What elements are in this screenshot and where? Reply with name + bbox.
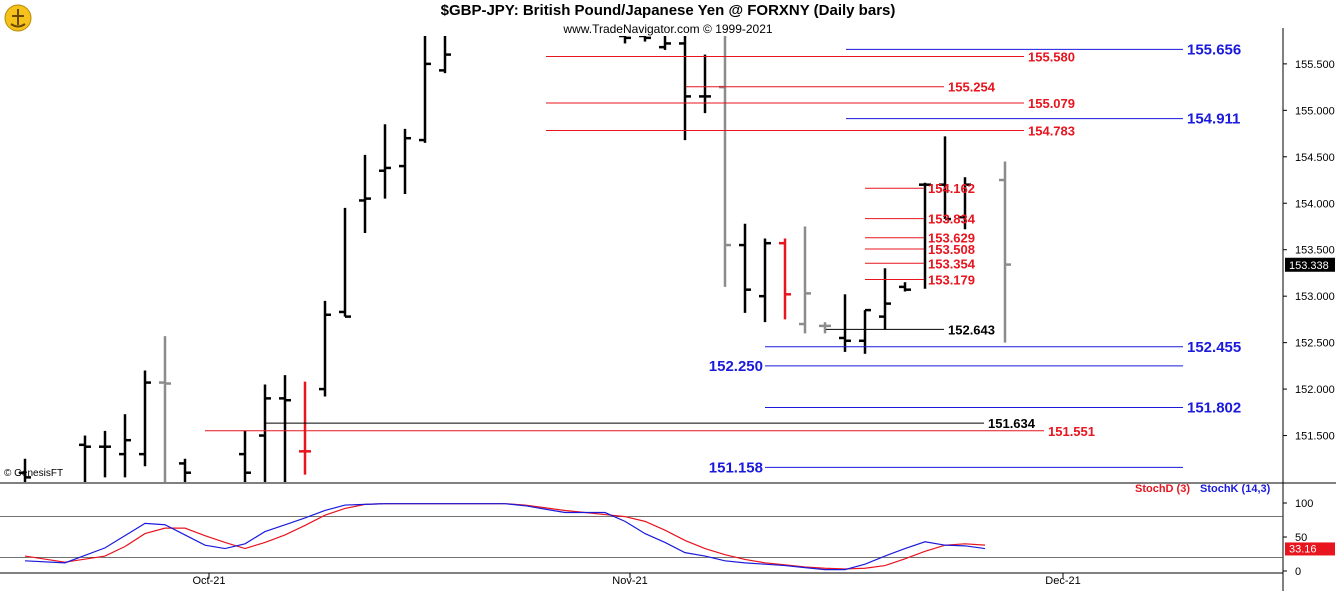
level-label: 154.162 xyxy=(928,181,975,196)
level-label: 151.551 xyxy=(1048,424,1095,439)
level-label: 155.079 xyxy=(1028,96,1075,111)
stochk-legend: StochK (14,3) xyxy=(1200,483,1271,495)
last-price-badge xyxy=(1285,257,1335,272)
y-tick-label: 154.000 xyxy=(1295,198,1335,210)
level-label: 151.634 xyxy=(988,416,1036,431)
stoch-y-tick-label: 50 xyxy=(1295,532,1307,544)
y-tick-label: 153.500 xyxy=(1295,245,1335,257)
y-tick-label: 154.500 xyxy=(1295,152,1335,164)
level-label: 154.911 xyxy=(1187,111,1240,128)
level-label: 153.629 xyxy=(928,231,975,246)
stochd-line xyxy=(24,503,986,570)
last-price-label: 153.338 xyxy=(1289,260,1329,272)
y-tick-label: 155.000 xyxy=(1295,105,1335,117)
y-tick-label: 153.000 xyxy=(1295,291,1335,303)
level-label: 153.179 xyxy=(928,273,975,288)
level-label: 153.508 xyxy=(928,242,975,257)
stoch-y-tick-label: 100 xyxy=(1295,498,1313,510)
x-tick-label: Oct-21 xyxy=(192,575,225,587)
level-label: 152.250 xyxy=(709,358,763,375)
y-tick-label: 152.000 xyxy=(1295,384,1335,396)
x-tick-label: Nov-21 xyxy=(612,575,647,587)
level-label: 151.802 xyxy=(1187,399,1241,416)
stoch-y-tick-label: 0 xyxy=(1295,566,1301,578)
y-tick-label: 151.500 xyxy=(1295,431,1335,443)
chart-subtitle: www.TradeNavigator.com © 1999-2021 xyxy=(563,22,773,36)
level-label: 155.656 xyxy=(1187,41,1241,58)
level-label: 155.254 xyxy=(948,80,996,95)
data-credit: © GenesisFT xyxy=(4,468,64,479)
y-tick-label: 155.500 xyxy=(1295,59,1335,71)
ohlc-bars xyxy=(19,36,1011,482)
stoch-last-badge xyxy=(1285,542,1335,556)
level-label: 151.158 xyxy=(709,459,763,476)
x-tick-label: Dec-21 xyxy=(1045,575,1080,587)
level-label: 155.580 xyxy=(1028,49,1075,64)
level-label: 154.783 xyxy=(1028,123,1075,138)
trade-navigator-logo-icon xyxy=(4,4,32,32)
level-label: 152.455 xyxy=(1187,339,1241,356)
chart-title: $GBP-JPY: British Pound/Japanese Yen @ F… xyxy=(440,2,896,19)
y-tick-label: 152.500 xyxy=(1295,338,1335,350)
stochk-line xyxy=(24,503,986,571)
stoch-last-label: 33.16 xyxy=(1289,543,1317,555)
level-label: 153.834 xyxy=(928,212,976,227)
level-label: 153.354 xyxy=(928,256,976,271)
stochd-legend: StochD (3) xyxy=(1135,483,1190,495)
level-label: 152.643 xyxy=(948,322,995,337)
